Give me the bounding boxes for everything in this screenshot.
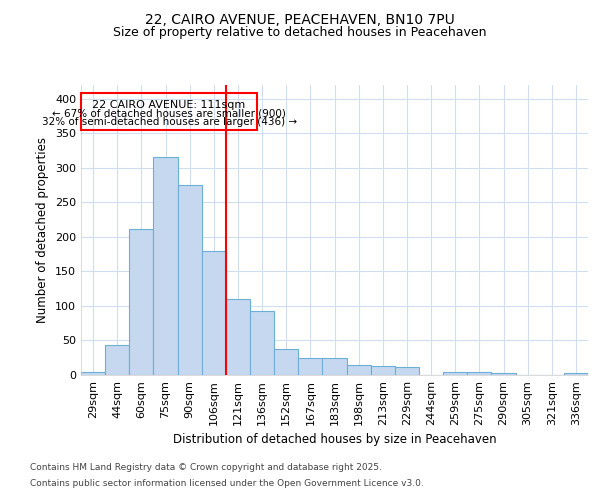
Bar <box>322 358 347 375</box>
Bar <box>564 373 588 375</box>
Bar <box>129 228 154 375</box>
Text: ← 67% of detached houses are smaller (900): ← 67% of detached houses are smaller (90… <box>52 108 286 118</box>
Text: 22, CAIRO AVENUE, PEACEHAVEN, BN10 7PU: 22, CAIRO AVENUE, PEACEHAVEN, BN10 7PU <box>145 12 455 26</box>
Bar <box>226 299 250 375</box>
Text: Contains public sector information licensed under the Open Government Licence v3: Contains public sector information licen… <box>30 478 424 488</box>
Text: Contains HM Land Registry data © Crown copyright and database right 2025.: Contains HM Land Registry data © Crown c… <box>30 464 382 472</box>
Bar <box>491 373 515 375</box>
Bar <box>202 250 226 375</box>
Bar <box>443 372 467 375</box>
Bar <box>298 358 322 375</box>
X-axis label: Distribution of detached houses by size in Peacehaven: Distribution of detached houses by size … <box>173 434 496 446</box>
Bar <box>154 158 178 375</box>
Bar <box>178 185 202 375</box>
Text: Size of property relative to detached houses in Peacehaven: Size of property relative to detached ho… <box>113 26 487 39</box>
Bar <box>347 364 371 375</box>
Text: 22 CAIRO AVENUE: 111sqm: 22 CAIRO AVENUE: 111sqm <box>92 100 246 110</box>
Bar <box>105 344 129 375</box>
Bar <box>250 311 274 375</box>
Y-axis label: Number of detached properties: Number of detached properties <box>37 137 49 323</box>
Bar <box>274 349 298 375</box>
Bar <box>81 372 105 375</box>
Text: 32% of semi-detached houses are larger (436) →: 32% of semi-detached houses are larger (… <box>41 117 296 127</box>
Bar <box>371 366 395 375</box>
Bar <box>395 368 419 375</box>
Bar <box>467 372 491 375</box>
Bar <box>81 94 257 130</box>
